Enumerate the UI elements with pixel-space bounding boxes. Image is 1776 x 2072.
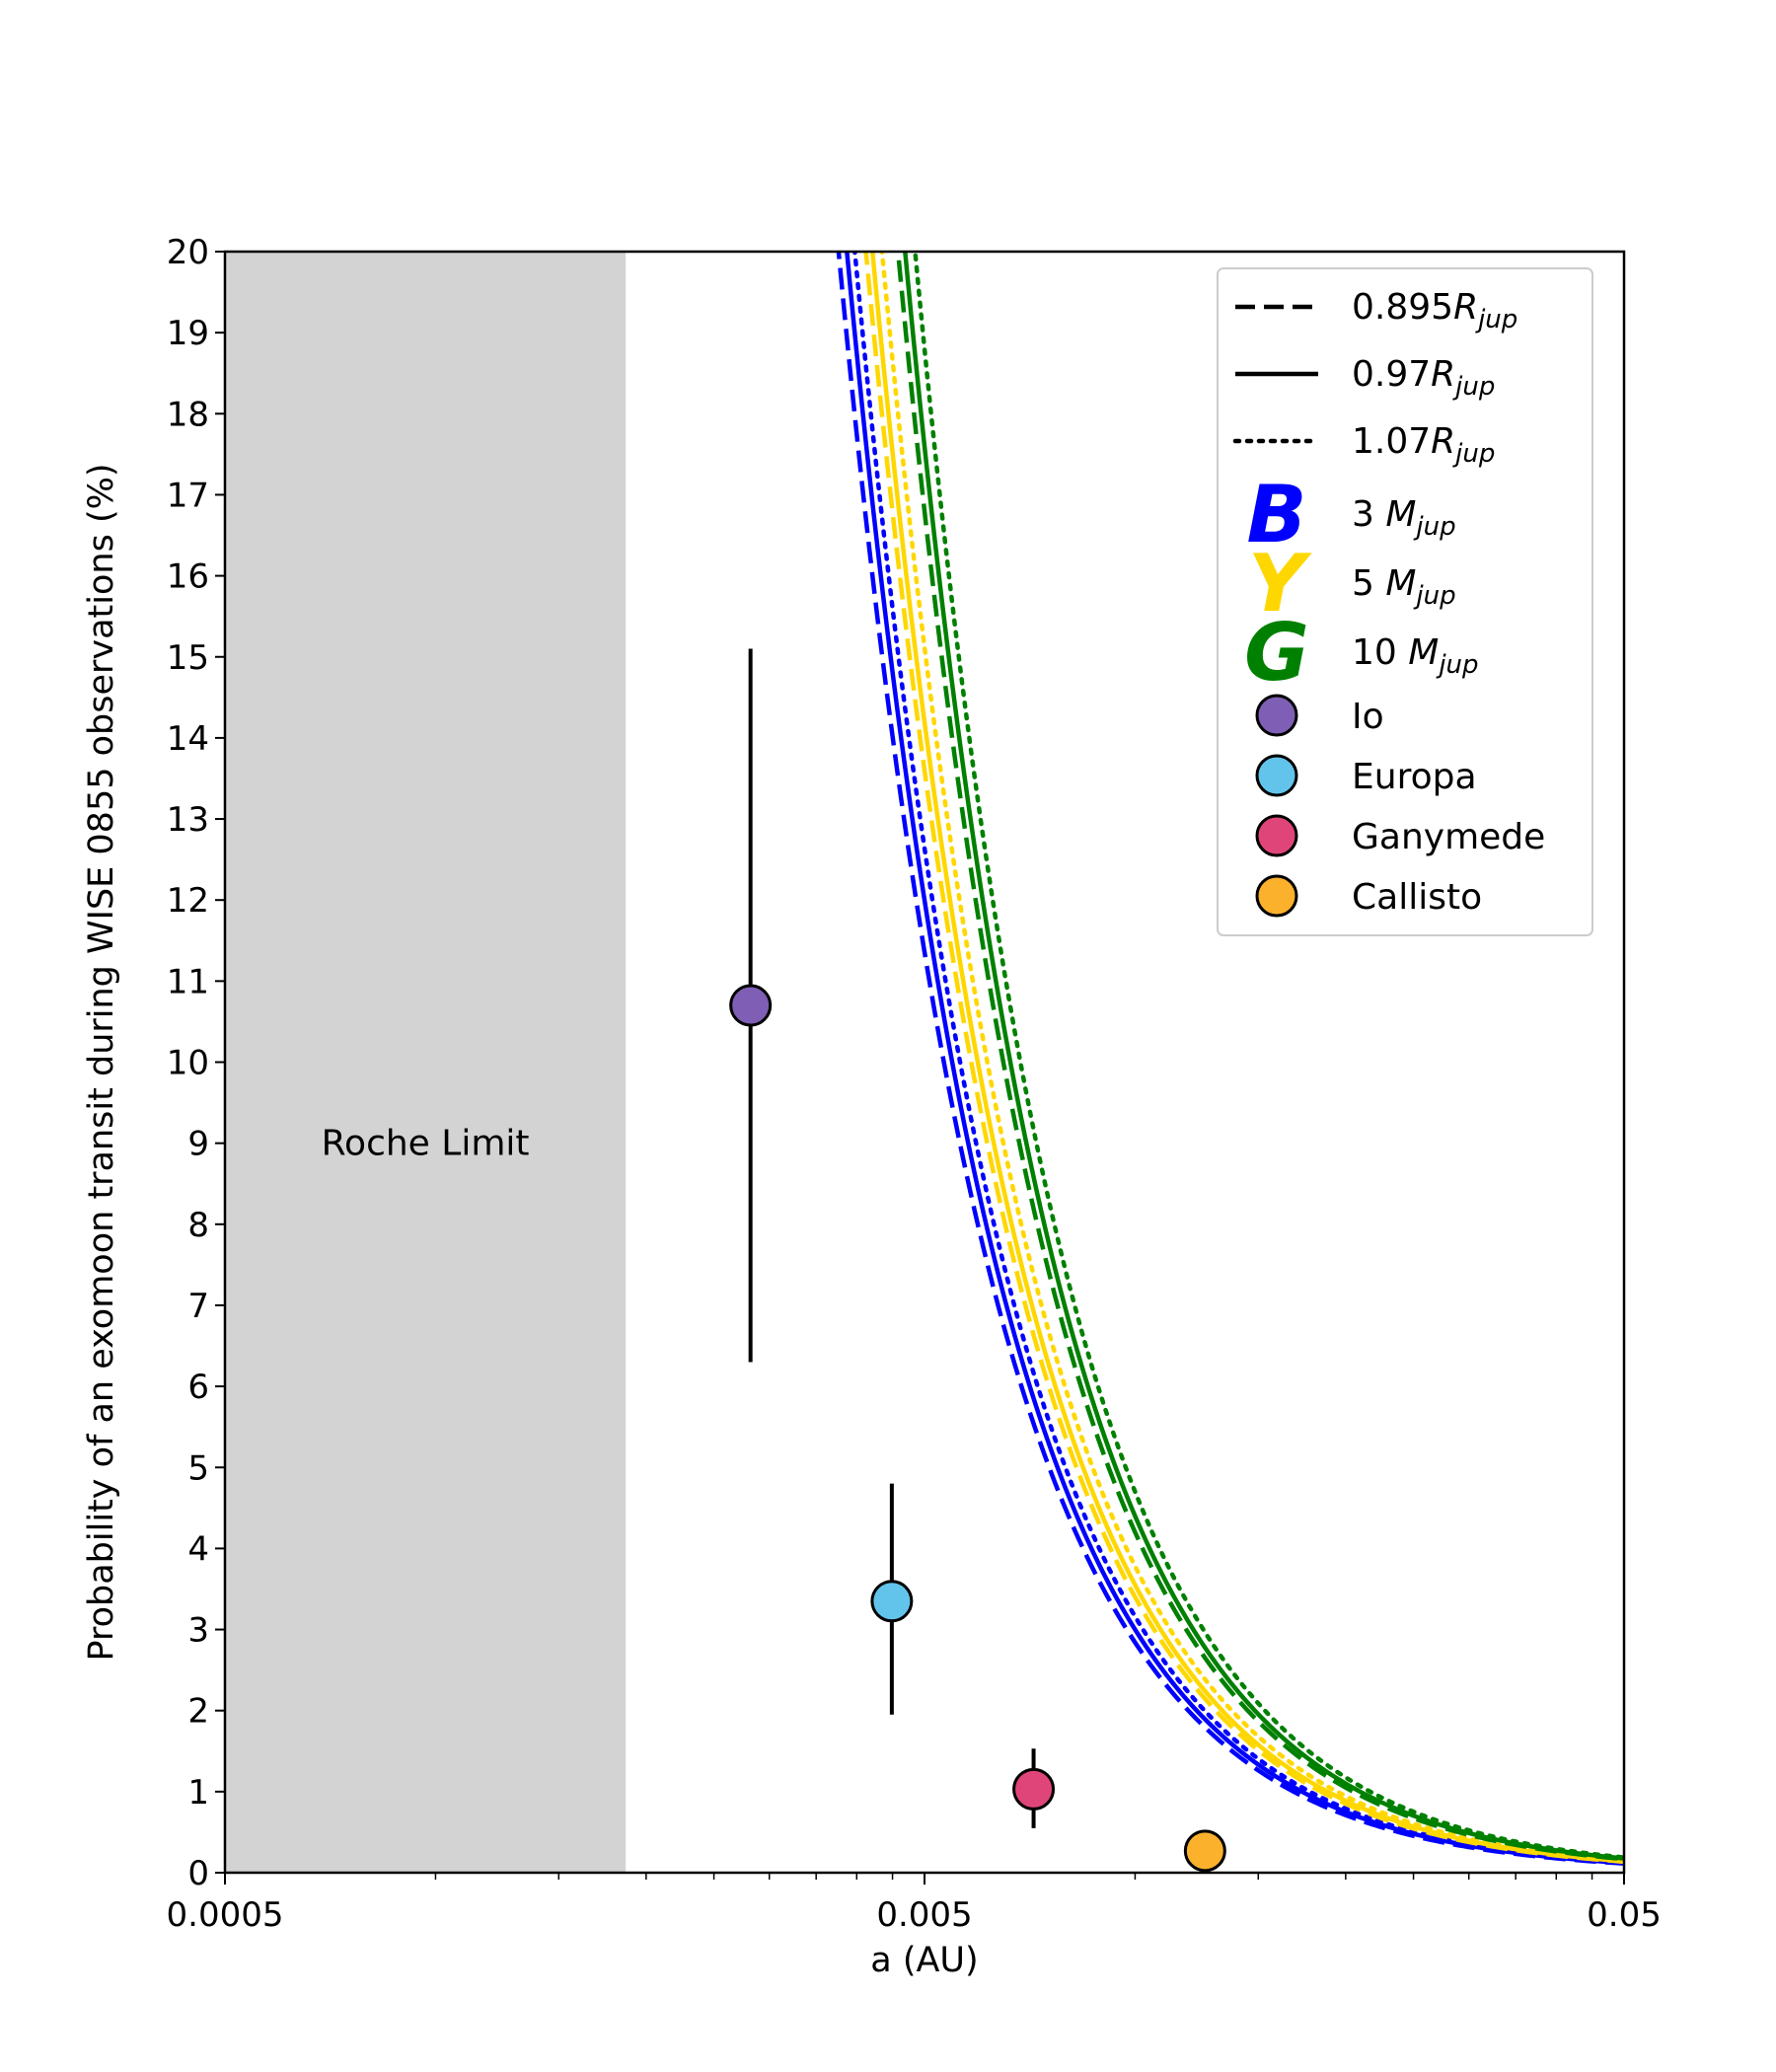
y-tick-label: 18 <box>167 395 209 434</box>
legend-mass-letter-g: G <box>1244 607 1309 699</box>
moon-callisto <box>1183 1829 1226 1873</box>
legend-mass-letter-y: Y <box>1248 538 1312 629</box>
y-tick-label: 0 <box>187 1854 209 1893</box>
series-line-5 <box>870 252 1624 1864</box>
y-tick-label: 19 <box>167 314 209 353</box>
y-tick-label: 6 <box>187 1368 209 1407</box>
x-tick-label: 0.05 <box>1587 1895 1662 1935</box>
legend-box <box>1217 267 1593 936</box>
series-line-3 <box>852 252 1624 1865</box>
legend-label-symbol: R <box>1453 287 1478 328</box>
y-tick-label: 2 <box>187 1692 209 1732</box>
legend-label-symbol: R <box>1431 354 1455 395</box>
legend-label-symbol: M <box>1385 563 1416 604</box>
legend-row-mass-b-label: 3 Mjup <box>1352 494 1456 542</box>
x-tick-label: 0.005 <box>876 1895 972 1935</box>
legend-label-subscript: jup <box>1452 439 1495 469</box>
y-tick-label: 7 <box>187 1287 209 1326</box>
legend-label-subscript: jup <box>1413 512 1455 542</box>
y-tick-label: 3 <box>187 1611 209 1651</box>
y-tick-label: 10 <box>167 1044 209 1083</box>
legend-label-subscript: jup <box>1475 305 1517 334</box>
y-tick-label: 20 <box>167 233 209 272</box>
legend-row-mass-g-label: 10 Mjup <box>1352 632 1479 680</box>
y-tick-label: 16 <box>167 557 209 597</box>
legend-label-subscript: jup <box>1436 650 1478 680</box>
y-axis-label: Probability of an exomoon transit during… <box>82 463 121 1661</box>
moon-europa <box>870 1483 914 1715</box>
legend-row-dashed-label: 0.895Rjup <box>1352 287 1517 334</box>
x-axis-label: a (AU) <box>870 1941 978 1980</box>
legend-label-prefix: 0.97 <box>1352 354 1431 395</box>
point-ganymede <box>1012 1767 1056 1811</box>
y-tick-label: 11 <box>167 962 209 1001</box>
legend-label-symbol: M <box>1408 632 1439 673</box>
series-line-9 <box>913 252 1624 1860</box>
legend-label-prefix: 10 <box>1352 632 1408 673</box>
legend-label-prefix: 5 <box>1352 563 1385 604</box>
legend-label-symbol: R <box>1431 421 1455 462</box>
x-tick-label: 0.0005 <box>167 1895 284 1935</box>
legend-marker-europa <box>1255 754 1298 797</box>
moon-ganymede <box>1012 1748 1056 1828</box>
legend-label-prefix: 0.895 <box>1352 287 1453 328</box>
y-tick-label: 9 <box>187 1125 209 1164</box>
y-tick-label: 13 <box>167 800 209 840</box>
legend-row-dotted-label: 1.07Rjup <box>1352 421 1495 469</box>
legend-label-symbol: M <box>1385 494 1416 535</box>
legend-marker-callisto <box>1255 874 1298 918</box>
point-europa <box>870 1580 914 1623</box>
point-callisto <box>1183 1829 1226 1873</box>
point-io <box>729 984 773 1027</box>
y-tick-label: 1 <box>187 1773 209 1813</box>
legend-row-solid-label: 0.97Rjup <box>1352 354 1495 402</box>
legend-label-prefix: 3 <box>1352 494 1385 535</box>
legend-label-europa: Europa <box>1352 757 1477 797</box>
legend-label-callisto: Callisto <box>1352 877 1482 918</box>
moon-layer <box>729 648 1226 1873</box>
y-tick-label: 4 <box>187 1529 209 1569</box>
legend-label-ganymede: Ganymede <box>1352 817 1545 857</box>
y-tick-label: 8 <box>187 1206 209 1245</box>
legend-row-mass-y-label: 5 Mjup <box>1352 563 1456 611</box>
series-line-8 <box>903 252 1624 1861</box>
curve-layer <box>836 252 1624 1866</box>
y-tick-label: 17 <box>167 476 209 515</box>
legend-marker-ganymede <box>1255 814 1298 857</box>
series-line-4 <box>863 252 1624 1865</box>
roche-limit-label: Roche Limit <box>322 1124 530 1164</box>
legend-label-subscript: jup <box>1452 372 1495 402</box>
y-tick-label: 5 <box>187 1448 209 1488</box>
y-tick-label: 15 <box>167 638 209 678</box>
y-tick-label: 12 <box>167 881 209 921</box>
moon-io <box>729 648 773 1363</box>
legend-label-io: Io <box>1352 697 1384 737</box>
legend-mass-letter-b: B <box>1247 469 1307 560</box>
roche-layer: Roche Limit <box>225 252 627 1873</box>
roche-limit-region <box>225 252 627 1873</box>
legend-label-prefix: 1.07 <box>1352 421 1431 462</box>
y-tick-label: 14 <box>167 719 209 759</box>
legend-marker-io <box>1255 694 1298 737</box>
legend-label-subscript: jup <box>1413 581 1455 611</box>
